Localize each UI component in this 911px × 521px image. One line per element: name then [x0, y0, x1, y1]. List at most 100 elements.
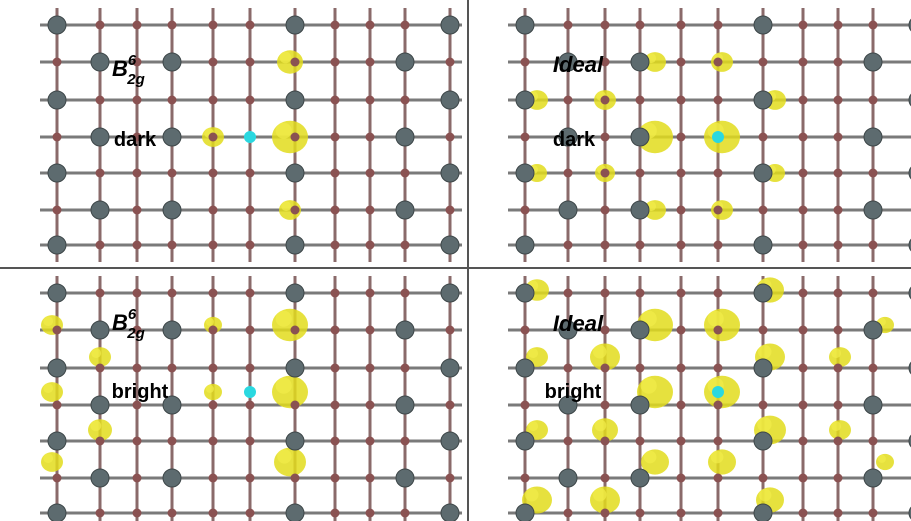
- panel-state: bright: [545, 381, 602, 403]
- atom-large: [395, 200, 415, 220]
- atom-small: [868, 363, 878, 373]
- panel-label: B6 2g: [112, 52, 145, 88]
- atom-small: [676, 508, 686, 518]
- atom-large: [47, 431, 67, 451]
- atom-small: [167, 95, 177, 105]
- atom-small: [520, 325, 530, 335]
- atom-small: [245, 363, 255, 373]
- atom-small: [290, 205, 300, 215]
- atom-small: [245, 288, 255, 298]
- label-base: Ideal: [553, 311, 604, 336]
- atom-large: [285, 503, 305, 521]
- atom-small: [400, 240, 410, 250]
- atom-small: [330, 57, 340, 67]
- atom-small: [635, 363, 645, 373]
- atom-small: [798, 325, 808, 335]
- atom-small: [713, 508, 723, 518]
- atom-small: [245, 95, 255, 105]
- atom-small: [833, 400, 843, 410]
- atom-small: [600, 20, 610, 30]
- atom-large: [90, 320, 110, 340]
- atom-large: [90, 127, 110, 147]
- atom-small: [365, 508, 375, 518]
- atom-large: [515, 283, 535, 303]
- atom-large: [515, 431, 535, 451]
- atom-large: [440, 358, 460, 378]
- atom-small: [132, 400, 142, 410]
- density-lobe: [205, 317, 214, 326]
- atom-small: [132, 508, 142, 518]
- atom-small: [95, 20, 105, 30]
- atom-large: [285, 431, 305, 451]
- atom-large: [863, 395, 883, 415]
- atom-small: [676, 473, 686, 483]
- atom-small: [676, 95, 686, 105]
- atom-large: [753, 15, 773, 35]
- atom-small: [798, 57, 808, 67]
- label-sup: 6: [128, 306, 137, 323]
- atom-small: [365, 473, 375, 483]
- atom-small: [713, 240, 723, 250]
- atom-small: [167, 363, 177, 373]
- atom-large: [558, 52, 578, 72]
- atom-small: [635, 508, 645, 518]
- atom-small: [365, 288, 375, 298]
- atom-small: [365, 20, 375, 30]
- panel-state: bright: [112, 381, 169, 403]
- atom-large: [285, 283, 305, 303]
- atom-small: [758, 400, 768, 410]
- label-base: B: [112, 310, 128, 335]
- atom-small: [167, 288, 177, 298]
- atom-small: [208, 436, 218, 446]
- density-lobe: [43, 316, 54, 327]
- atom-small: [208, 95, 218, 105]
- label-sup: 6: [128, 52, 137, 69]
- atom-small: [290, 400, 300, 410]
- atom-small: [635, 288, 645, 298]
- atom-large: [162, 320, 182, 340]
- atom-small: [635, 436, 645, 446]
- atom-large: [47, 283, 67, 303]
- atom-small: [713, 95, 723, 105]
- atom-small: [676, 205, 686, 215]
- atom-small: [365, 168, 375, 178]
- panel-state: dark: [114, 129, 157, 151]
- density-lobe: [710, 450, 724, 464]
- atom-large: [285, 15, 305, 35]
- atom-small: [330, 508, 340, 518]
- atom-small: [245, 20, 255, 30]
- atom-small: [245, 436, 255, 446]
- atom-large: [440, 503, 460, 521]
- atom-small: [365, 363, 375, 373]
- atom-small: [676, 288, 686, 298]
- panel-label: B6 2g: [112, 306, 145, 342]
- atom-large: [515, 163, 535, 183]
- atom-large: [90, 52, 110, 72]
- atom-small: [290, 473, 300, 483]
- atom-small: [132, 288, 142, 298]
- atom-small: [330, 240, 340, 250]
- atom-small: [798, 95, 808, 105]
- atom-small: [132, 20, 142, 30]
- atom-small: [600, 240, 610, 250]
- label-base: B: [112, 56, 128, 81]
- atom-small: [208, 205, 218, 215]
- label-sub: 2g: [126, 325, 145, 342]
- atom-large: [90, 468, 110, 488]
- atom-large: [395, 320, 415, 340]
- atom-large: [753, 163, 773, 183]
- atom-small: [713, 436, 723, 446]
- atom-small: [676, 168, 686, 178]
- atom-small: [445, 205, 455, 215]
- panel-state: dark: [553, 129, 596, 151]
- atom-small: [798, 436, 808, 446]
- atom-small: [52, 400, 62, 410]
- atom-small: [713, 473, 723, 483]
- atom-small: [798, 132, 808, 142]
- density-lobe: [525, 488, 539, 502]
- atom-large: [515, 90, 535, 110]
- atom-small: [365, 436, 375, 446]
- atom-large: [162, 395, 182, 415]
- atom-large: [630, 200, 650, 220]
